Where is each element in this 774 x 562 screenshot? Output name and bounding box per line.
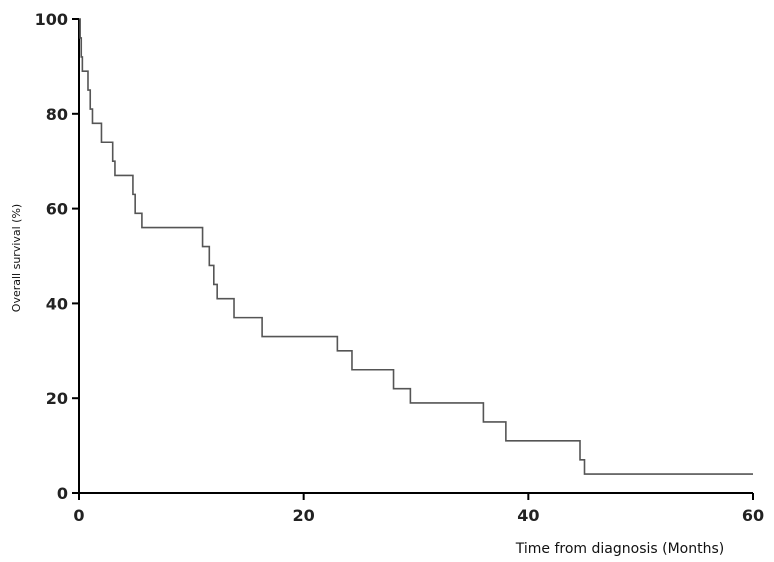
survival-curve-group xyxy=(78,18,753,475)
survival-step-point xyxy=(82,71,83,72)
x-tick-label: 60 xyxy=(742,506,764,525)
survival-step-point xyxy=(233,317,234,318)
survival-step-point xyxy=(90,108,91,109)
survival-step-point xyxy=(80,37,81,38)
survival-step-point xyxy=(101,142,102,143)
survival-step-point xyxy=(141,227,142,228)
survival-step-point xyxy=(81,56,82,57)
survival-step-point xyxy=(87,90,88,91)
y-tick-label: 0 xyxy=(57,484,68,503)
x-axis-label: Time from diagnosis (Months) xyxy=(515,541,724,557)
survival-step-point xyxy=(337,350,338,351)
survival-step-point xyxy=(213,284,214,285)
survival-curve-line xyxy=(79,18,753,475)
x-tick-label: 40 xyxy=(517,506,539,525)
survival-step-point xyxy=(112,161,113,162)
survival-step-point xyxy=(135,213,136,214)
survival-step-point xyxy=(209,265,210,266)
x-tick-label: 20 xyxy=(293,506,315,525)
survival-step-point xyxy=(393,388,394,389)
survival-step-point xyxy=(351,369,352,370)
survival-step-point xyxy=(92,123,93,124)
y-tick-label: 60 xyxy=(46,200,68,219)
y-tick-label: 20 xyxy=(46,389,68,408)
survival-step-point xyxy=(505,440,506,441)
survival-step-point xyxy=(217,298,218,299)
survival-step-point xyxy=(78,18,79,19)
x-tick-label: 0 xyxy=(73,506,84,525)
survival-step-point xyxy=(483,421,484,422)
y-tick-label: 80 xyxy=(46,105,68,124)
survival-step-point xyxy=(410,402,411,403)
survival-step-point xyxy=(202,246,203,247)
survival-step-point xyxy=(114,175,115,176)
y-tick-label: 100 xyxy=(35,10,68,29)
survival-step-point xyxy=(584,473,585,474)
y-tick-label: 40 xyxy=(46,294,68,313)
tick-labels: 0 20 40 60 80 100 0 20 40 60 xyxy=(35,10,765,525)
survival-step-point xyxy=(579,459,580,460)
y-axis-label: Overall survival (%) xyxy=(10,204,23,312)
axes xyxy=(72,18,754,500)
survival-step-point xyxy=(132,194,133,195)
survival-step-point xyxy=(262,336,263,337)
survival-step-point xyxy=(752,473,753,474)
